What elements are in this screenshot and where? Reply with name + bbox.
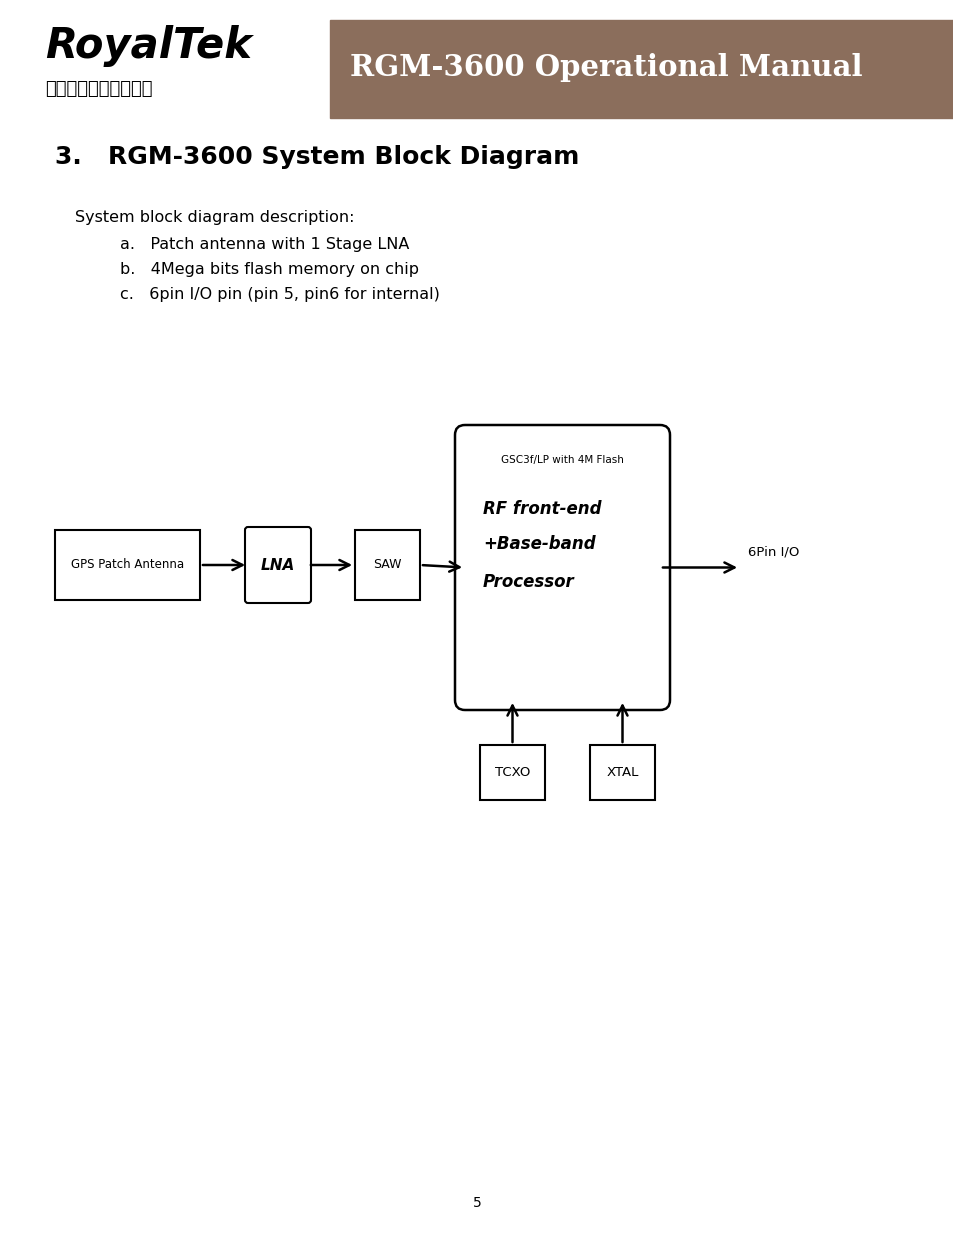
Text: b.   4Mega bits flash memory on chip: b. 4Mega bits flash memory on chip [120,262,418,277]
Bar [355,530,419,600]
Text: GPS Patch Antenna: GPS Patch Antenna [71,558,184,572]
Text: Processor: Processor [482,573,574,592]
Text: RGM-3600 Operational Manual: RGM-3600 Operational Manual [350,53,862,82]
Text: TCXO: TCXO [495,766,530,779]
Text: RoyalTek: RoyalTek [45,25,252,67]
Text: 3.   RGM-3600 System Block Diagram: 3. RGM-3600 System Block Diagram [55,144,578,169]
Text: 鼎天國際股份有限公司: 鼎天國際股份有限公司 [45,80,152,98]
Text: GSC3f/LP with 4M Flash: GSC3f/LP with 4M Flash [500,454,623,466]
Text: XTAL: XTAL [606,766,638,779]
Text: c.   6pin I/O pin (pin 5, pin6 for internal): c. 6pin I/O pin (pin 5, pin6 for interna… [120,287,439,303]
Text: 6Pin I/O: 6Pin I/O [747,546,799,558]
Bar [55,530,200,600]
Text: a.   Patch antenna with 1 Stage LNA: a. Patch antenna with 1 Stage LNA [120,237,409,252]
Text: RF front-end: RF front-end [482,500,601,517]
Bar [589,745,655,800]
Text: LNA: LNA [260,557,294,573]
Bar [330,20,953,119]
Text: +Base-band: +Base-band [482,535,595,553]
Text: 5: 5 [472,1195,481,1210]
Bar [479,745,544,800]
Text: SAW: SAW [373,558,401,572]
FancyBboxPatch shape [245,527,311,603]
Text: System block diagram description:: System block diagram description: [75,210,355,225]
FancyBboxPatch shape [455,425,669,710]
